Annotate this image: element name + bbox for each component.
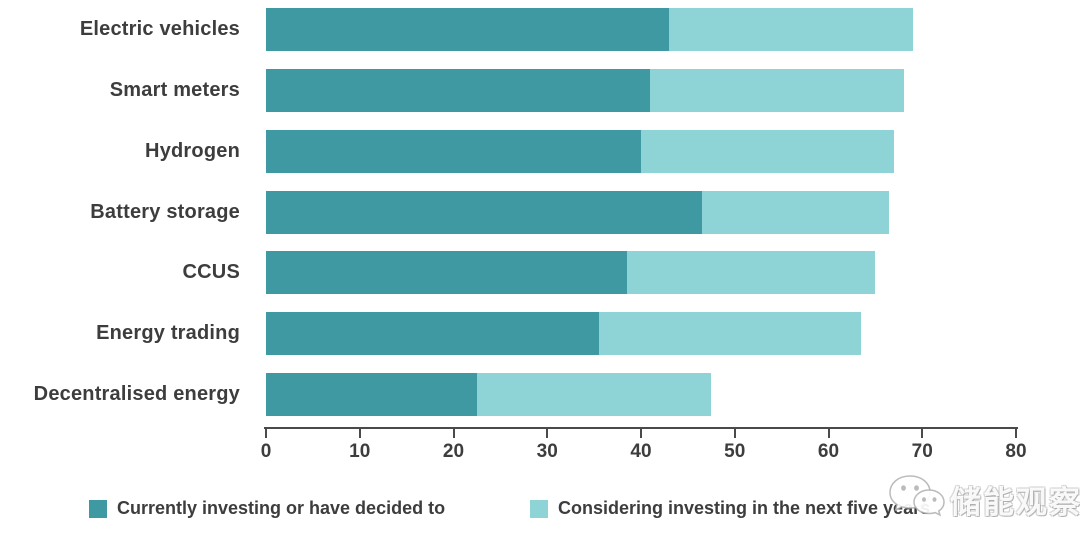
watermark: 储能观察 <box>888 474 1080 525</box>
bar-segment-currently-investing <box>266 251 627 294</box>
tick-mark <box>546 429 549 438</box>
tick-label: 60 <box>817 441 840 462</box>
tick-label: 50 <box>724 441 746 462</box>
stacked-bar <box>266 8 913 51</box>
tick-mark <box>265 429 267 438</box>
tick-mark <box>733 429 736 438</box>
bar-segment-currently-investing <box>266 69 651 112</box>
bar-segment-currently-investing <box>266 8 670 51</box>
stacked-bar <box>266 251 876 294</box>
stacked-bar <box>266 191 890 234</box>
tick-label: 0 <box>260 441 272 462</box>
tick-mark <box>827 429 830 438</box>
chart-row: Electric vehicles <box>0 8 1080 51</box>
category-label: CCUS <box>182 261 240 283</box>
chart-row: Energy trading <box>0 312 1080 355</box>
legend-label: Currently investing or have decided to <box>117 498 446 518</box>
legend-item-currently-investing: Currently investing or have decided to <box>89 498 445 519</box>
stacked-bar <box>266 130 895 173</box>
x-axis-line <box>264 427 1018 429</box>
legend-item-considering-investing: Considering investing in the next five y… <box>530 498 930 519</box>
bar-segment-currently-investing <box>266 191 702 234</box>
tick-label: 40 <box>630 441 652 462</box>
tick-label: 30 <box>536 441 558 462</box>
stacked-bar <box>266 373 712 416</box>
tick-mark <box>358 429 361 438</box>
tick-label: 10 <box>349 441 371 462</box>
tick-label: 70 <box>911 441 933 462</box>
bar-segment-considering <box>650 69 904 112</box>
stacked-bar <box>266 69 904 112</box>
tick-label: 20 <box>442 441 465 462</box>
category-label: Electric vehicles <box>79 18 240 40</box>
legend-swatch-dark <box>89 499 107 518</box>
legend-label: Considering investing in the next five y… <box>558 498 931 518</box>
bar-segment-currently-investing <box>266 312 599 355</box>
bar-segment-currently-investing <box>266 130 641 173</box>
bar-segment-considering <box>701 191 890 234</box>
wechat-icon <box>888 474 946 525</box>
chart-row: CCUS <box>0 251 1080 294</box>
bar-segment-considering <box>641 130 895 173</box>
watermark-text: 储能观察 <box>950 485 1080 520</box>
bar-segment-currently-investing <box>266 373 477 416</box>
chart-row: Smart meters <box>0 69 1080 112</box>
bar-segment-considering <box>476 373 712 416</box>
chart-row: Battery storage <box>0 191 1080 234</box>
tick-label: 80 <box>1005 441 1027 462</box>
category-label: Smart meters <box>109 79 240 101</box>
legend: Currently investing or have decided to C… <box>0 498 1080 522</box>
legend-swatch-light <box>530 499 548 518</box>
bar-segment-considering <box>598 312 862 355</box>
bar-segment-considering <box>626 251 876 294</box>
tick-mark <box>1015 429 1017 438</box>
tick-mark <box>921 429 924 438</box>
category-label: Battery storage <box>90 201 240 223</box>
tick-mark <box>640 429 642 438</box>
chart-row: Hydrogen <box>0 130 1080 173</box>
category-label: Energy trading <box>96 322 240 344</box>
category-label: Decentralised energy <box>33 383 240 405</box>
stacked-bar <box>266 312 862 355</box>
chart-row: Decentralised energy <box>0 373 1080 416</box>
bar-segment-considering <box>669 8 913 51</box>
tick-mark <box>452 429 455 438</box>
category-label: Hydrogen <box>145 140 240 162</box>
